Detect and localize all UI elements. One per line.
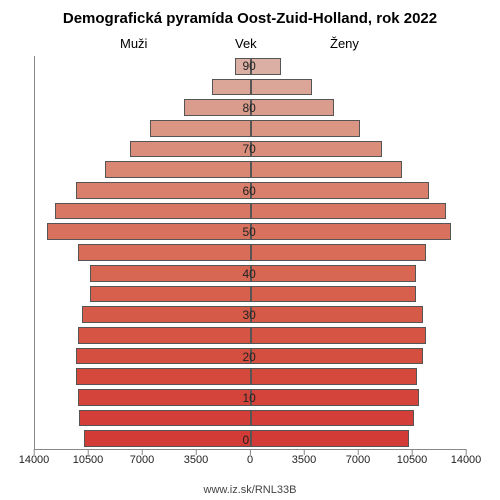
bar-male-age-40 xyxy=(90,265,250,282)
bar-row-female xyxy=(251,56,467,77)
chart-title: Demografická pyramída Oost-Zuid-Holland,… xyxy=(0,10,500,27)
x-tick: 10500 xyxy=(73,454,104,466)
male-half xyxy=(35,56,251,449)
bar-row-female xyxy=(251,221,467,242)
bar-female-age-60 xyxy=(251,182,430,199)
bar-row-male xyxy=(35,387,251,408)
bar-row-male xyxy=(35,263,251,284)
bar-row-male xyxy=(35,304,251,325)
bar-male-age-70 xyxy=(130,141,250,158)
x-tick: 14000 xyxy=(451,454,482,466)
x-tick: 3500 xyxy=(292,454,316,466)
bar-row-male xyxy=(35,408,251,429)
bar-row-male xyxy=(35,346,251,367)
bar-male-age-90 xyxy=(235,58,250,75)
bar-row-male xyxy=(35,221,251,242)
bar-female-age-15 xyxy=(251,368,418,385)
label-female: Ženy xyxy=(330,36,359,51)
bar-row-female xyxy=(251,118,467,139)
bar-female-age-80 xyxy=(251,99,334,116)
bar-row-female xyxy=(251,139,467,160)
bar-row-male xyxy=(35,242,251,263)
x-tick: 0 xyxy=(247,454,253,466)
bar-row-male xyxy=(35,180,251,201)
bar-male-age-0 xyxy=(84,430,251,447)
bar-male-age-45 xyxy=(78,244,251,261)
bar-female-age-45 xyxy=(251,244,427,261)
bar-female-age-0 xyxy=(251,430,410,447)
bar-row-male xyxy=(35,118,251,139)
plot-area: 0102030405060708090 xyxy=(34,56,466,450)
bar-male-age-30 xyxy=(82,306,250,323)
bar-row-male xyxy=(35,366,251,387)
label-male: Muži xyxy=(120,36,147,51)
bar-female-age-35 xyxy=(251,286,416,303)
bar-row-male xyxy=(35,159,251,180)
bar-row-female xyxy=(251,304,467,325)
bar-row-male xyxy=(35,428,251,449)
x-tick: 14000 xyxy=(19,454,50,466)
population-pyramid-chart: Demografická pyramída Oost-Zuid-Holland,… xyxy=(0,0,500,500)
bar-row-female xyxy=(251,346,467,367)
bar-row-female xyxy=(251,77,467,98)
bar-row-male xyxy=(35,325,251,346)
bar-male-age-35 xyxy=(90,286,250,303)
bar-female-age-30 xyxy=(251,306,424,323)
bar-male-age-80 xyxy=(184,99,250,116)
bar-row-female xyxy=(251,97,467,118)
bar-row-female xyxy=(251,408,467,429)
female-half xyxy=(251,56,467,449)
bar-male-age-20 xyxy=(76,348,250,365)
bar-female-age-50 xyxy=(251,223,452,240)
bar-row-male xyxy=(35,56,251,77)
bar-row-male xyxy=(35,97,251,118)
bar-female-age-20 xyxy=(251,348,424,365)
bar-male-age-5 xyxy=(79,410,250,427)
bar-row-female xyxy=(251,159,467,180)
bar-row-female xyxy=(251,180,467,201)
bar-male-age-25 xyxy=(78,327,251,344)
source-footer: www.iz.sk/RNL33B xyxy=(0,484,500,496)
x-axis: 1400010500700035000350070001050014000 xyxy=(34,454,466,474)
bar-female-age-5 xyxy=(251,410,415,427)
x-tick: 7000 xyxy=(346,454,370,466)
bar-male-age-65 xyxy=(105,161,250,178)
bar-male-age-50 xyxy=(47,223,251,240)
bar-male-age-75 xyxy=(150,120,250,137)
bar-male-age-85 xyxy=(212,79,251,96)
bar-row-female xyxy=(251,201,467,222)
label-age: Vek xyxy=(235,36,257,51)
bar-male-age-10 xyxy=(78,389,251,406)
bar-female-age-25 xyxy=(251,327,427,344)
bar-male-age-60 xyxy=(76,182,250,199)
bar-row-female xyxy=(251,387,467,408)
bar-male-age-15 xyxy=(76,368,250,385)
bar-female-age-90 xyxy=(251,58,282,75)
bar-row-male xyxy=(35,139,251,160)
bar-row-female xyxy=(251,284,467,305)
bar-row-female xyxy=(251,242,467,263)
bar-female-age-10 xyxy=(251,389,419,406)
x-tick: 7000 xyxy=(130,454,154,466)
bar-female-age-75 xyxy=(251,120,361,137)
bar-row-male xyxy=(35,201,251,222)
x-tick: 10500 xyxy=(397,454,428,466)
bar-female-age-65 xyxy=(251,161,402,178)
bar-row-male xyxy=(35,284,251,305)
bar-male-age-55 xyxy=(55,203,251,220)
bar-row-female xyxy=(251,428,467,449)
bar-female-age-55 xyxy=(251,203,447,220)
bar-female-age-40 xyxy=(251,265,416,282)
bar-row-female xyxy=(251,263,467,284)
bar-row-male xyxy=(35,77,251,98)
bar-row-female xyxy=(251,325,467,346)
bar-female-age-70 xyxy=(251,141,382,158)
bar-female-age-85 xyxy=(251,79,313,96)
x-tick: 3500 xyxy=(184,454,208,466)
bar-row-female xyxy=(251,366,467,387)
